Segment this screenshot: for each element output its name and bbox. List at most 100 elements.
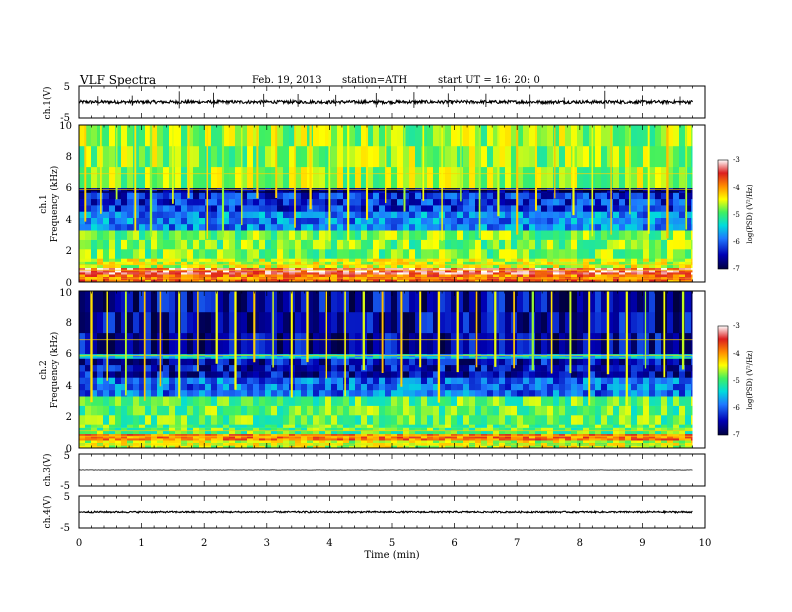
ch2-spectrogram-cell — [229, 396, 235, 406]
ch1-spectrogram-cell — [631, 249, 637, 259]
ch1-spectrogram-cell — [625, 230, 631, 240]
ch1-spectrogram-cell — [403, 264, 409, 269]
ch1-spectrogram-cell — [487, 223, 493, 231]
ch2-spectrogram-cell — [679, 430, 685, 435]
ch1-spectrogram-cell — [79, 272, 85, 275]
ch2-spectrogram-cell — [631, 355, 637, 358]
ch2-spectrogram-cell — [607, 445, 613, 449]
ch1-spectrogram-cell — [559, 125, 565, 147]
ch1-spectrogram-cell — [607, 267, 613, 271]
ch1-spectrogram-cell — [127, 166, 133, 189]
ch1-spectrogram-cell — [133, 258, 139, 262]
ch2-spectrogram-cell — [535, 424, 541, 428]
ch2-spectrogram-cell — [637, 424, 643, 428]
ch2-spectrogram-cell — [571, 358, 577, 366]
ch2-spectrogram-cell — [625, 436, 631, 439]
ch2-spectrogram-cell — [325, 353, 331, 356]
ch2-spectrogram-cell — [499, 430, 505, 435]
ch2-spectrogram-cell — [355, 389, 361, 397]
ch2-spectrogram-cell — [379, 440, 385, 443]
ch1-spectrogram-cell — [133, 267, 139, 271]
ch2-spectrogram-cell — [133, 430, 139, 435]
ch2-spectrogram-cell — [499, 291, 505, 313]
ch2-spectrogram-cell — [109, 433, 115, 437]
ch2-spectrogram-cell — [271, 291, 277, 313]
ch1-spectrogram-cell — [409, 230, 415, 240]
ch2-spectrogram-cell — [499, 389, 505, 397]
ch1-spectrogram-cell — [115, 125, 121, 147]
ch1-spectrogram-cell — [163, 145, 169, 168]
ch2-spectrogram-cell — [109, 383, 115, 391]
ch2-spectrogram-cell — [169, 430, 175, 435]
ch1-spectrogram-cell — [595, 239, 601, 250]
ch2-spectrogram-cell — [115, 311, 121, 334]
ch1-spectrogram-cell — [169, 223, 175, 231]
ch1-spectrogram-cell — [475, 270, 481, 273]
ch2-spectrogram-cell — [151, 356, 157, 359]
ch2-spectrogram-cell — [205, 415, 211, 425]
ch1-spectrogram-cell — [229, 270, 235, 273]
ch1-spectrogram-cell — [391, 261, 397, 265]
ch1-spectrogram-cell — [127, 264, 133, 269]
ch2-spectrogram-cell — [211, 358, 217, 366]
ch2-spectrogram-cell — [319, 377, 325, 384]
ch2-spectrogram-cell — [499, 353, 505, 356]
ch1-spectrogram-cell — [691, 125, 693, 147]
ch1-spectrogram-cell — [565, 187, 571, 190]
ch2-spectrogram-cell — [277, 383, 283, 391]
ch1-spectrogram-cell — [325, 261, 331, 265]
ch1-spectrogram-cell — [391, 249, 397, 259]
ch1-spectrogram-cell — [265, 205, 271, 212]
ch1-spectrogram-cell — [115, 270, 121, 273]
ch1-spectrogram-cell — [241, 261, 247, 265]
ch2-spectrogram-cell — [307, 415, 313, 425]
ch1-spectrogram-cell — [541, 274, 547, 277]
ch1-spectrogram-cell — [487, 198, 493, 206]
ch1-spectrogram-cell — [619, 249, 625, 259]
ch1-spectrogram-cell — [283, 192, 289, 200]
ch2-spectrogram-cell — [523, 332, 529, 355]
ch2-spectrogram-cell — [109, 389, 115, 397]
ch1-spectrogram-cell — [463, 223, 469, 231]
ch2-spectrogram-cell — [241, 415, 247, 425]
ch2-spectrogram-cell — [643, 389, 649, 397]
ch1-spectrogram-cell — [253, 166, 259, 189]
ch1-spectrogram-cell — [223, 205, 229, 212]
ch1-spectrogram-cell — [295, 270, 301, 273]
ch1-spectrogram-cell — [325, 166, 331, 189]
ch1-spectrogram-cell — [229, 187, 235, 190]
ch2-spectrogram-cell — [271, 311, 277, 334]
ch2-spectrogram-cell — [523, 415, 529, 425]
ch2-spectrogram-cell — [373, 358, 379, 366]
ch1-spectrogram-cell — [397, 190, 403, 193]
ch2-spectrogram-cell — [211, 438, 217, 441]
ch1-spectrogram-cell — [583, 125, 589, 147]
ch2-spectrogram-cell — [277, 427, 283, 431]
ch1-spectrogram-cell — [613, 205, 619, 212]
ch2-spectrogram-cell — [235, 430, 241, 435]
ch1-spectrogram-cell — [337, 230, 343, 240]
ch1-spectrogram-cell — [673, 205, 679, 212]
ch2-spectrogram-cell — [517, 438, 523, 441]
ch2-spectrogram-cell — [139, 430, 145, 435]
ch1-spectrogram-cell — [481, 249, 487, 259]
ch1-spectrogram-cell — [445, 258, 451, 262]
ch2-spectrogram-cell — [163, 405, 169, 416]
ch1-spectrogram-cell — [631, 230, 637, 240]
ch2-spectrogram-cell — [469, 353, 475, 356]
ch1-spectrogram-cell — [379, 145, 385, 168]
ch1-spectrogram-cell — [643, 261, 649, 265]
ch1-spectrogram-cell — [211, 125, 217, 147]
ch1-spectrogram-cell — [247, 145, 253, 168]
ch1-spectrogram-cell — [523, 274, 529, 277]
ch2-spectrogram-cell — [577, 436, 583, 439]
ch1-spectrogram-cell — [175, 249, 181, 259]
ch1-spectrogram-cell — [277, 264, 283, 269]
ch1-spectrogram-cell — [385, 264, 391, 269]
ch1-spectrogram-cell — [163, 274, 169, 277]
ch2-spectrogram-cell — [127, 311, 133, 334]
ch2-spectrogram-cell — [505, 377, 511, 384]
ch2-spectrogram-cell — [673, 433, 679, 437]
ch2-spectrogram-cell — [409, 430, 415, 435]
ch1-spectrogram-cell — [295, 249, 301, 259]
